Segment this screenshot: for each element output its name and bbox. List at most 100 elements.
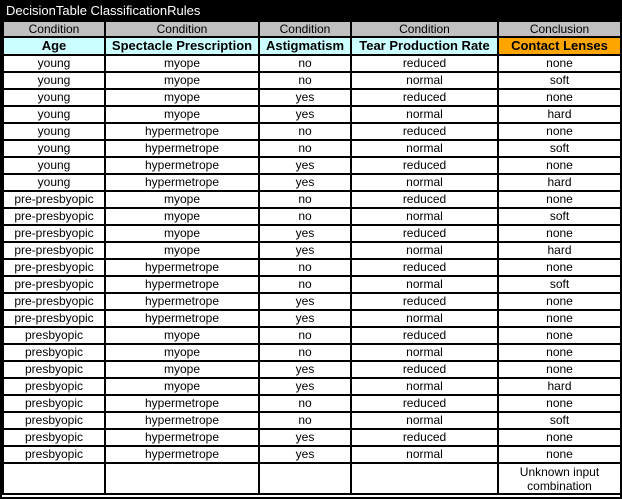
cell-spectacle-prescription: myope — [104, 71, 260, 90]
cell-age: pre-presbyopic — [2, 207, 106, 226]
cell-age: presbyopic — [2, 326, 106, 345]
footer-cell-tear-production-rate — [350, 462, 499, 495]
table-row: young myope yes reduced none — [2, 88, 620, 107]
cell-tear-production-rate: reduced — [350, 360, 499, 379]
type-header-2: Condition — [104, 20, 260, 38]
cell-tear-production-rate: reduced — [350, 224, 499, 243]
cell-tear-production-rate: normal — [350, 445, 499, 464]
cell-tear-production-rate: reduced — [350, 156, 499, 175]
cell-spectacle-prescription: hypermetrope — [104, 445, 260, 464]
cell-contact-lenses: hard — [497, 173, 620, 192]
cell-contact-lenses: none — [497, 190, 620, 209]
cell-tear-production-rate: normal — [350, 139, 499, 158]
cell-contact-lenses: hard — [497, 377, 620, 396]
footer-cell-age — [2, 462, 106, 495]
cell-contact-lenses: none — [497, 88, 620, 107]
table-row: pre-presbyopic hypermetrope no normal soft — [2, 275, 620, 294]
cell-contact-lenses: none — [497, 326, 620, 345]
cell-astigmatism: yes — [258, 292, 352, 311]
cell-contact-lenses: none — [497, 394, 620, 413]
cell-astigmatism: no — [258, 326, 352, 345]
cell-age: young — [2, 122, 106, 141]
cell-tear-production-rate: reduced — [350, 122, 499, 141]
cell-contact-lenses: none — [497, 122, 620, 141]
cell-age: young — [2, 88, 106, 107]
cell-contact-lenses: none — [497, 292, 620, 311]
cell-tear-production-rate: reduced — [350, 258, 499, 277]
cell-contact-lenses: soft — [497, 411, 620, 430]
cell-age: young — [2, 156, 106, 175]
cell-spectacle-prescription: myope — [104, 326, 260, 345]
cell-tear-production-rate: reduced — [350, 190, 499, 209]
cell-age: young — [2, 139, 106, 158]
cell-spectacle-prescription: hypermetrope — [104, 156, 260, 175]
cell-contact-lenses: soft — [497, 207, 620, 226]
cell-tear-production-rate: normal — [350, 71, 499, 90]
cell-age: pre-presbyopic — [2, 309, 106, 328]
table-row: presbyopic hypermetrope no reduced none — [2, 394, 620, 413]
cell-tear-production-rate: normal — [350, 207, 499, 226]
cell-tear-production-rate: normal — [350, 377, 499, 396]
cell-astigmatism: yes — [258, 377, 352, 396]
table-row: pre-presbyopic hypermetrope yes normal none — [2, 309, 620, 328]
cell-astigmatism: no — [258, 411, 352, 430]
cell-age: presbyopic — [2, 428, 106, 447]
table-row: presbyopic hypermetrope no normal soft — [2, 411, 620, 430]
cell-astigmatism: yes — [258, 88, 352, 107]
cell-astigmatism: yes — [258, 428, 352, 447]
cell-astigmatism: no — [258, 207, 352, 226]
table-row: presbyopic myope yes reduced none — [2, 360, 620, 379]
page-title: DecisionTable ClassificationRules — [2, 2, 620, 20]
cell-spectacle-prescription: myope — [104, 54, 260, 73]
cell-astigmatism: no — [258, 54, 352, 73]
cell-spectacle-prescription: hypermetrope — [104, 258, 260, 277]
table-row: young hypermetrope no reduced none — [2, 122, 620, 141]
footer-cell-astigmatism — [258, 462, 352, 495]
cell-spectacle-prescription: hypermetrope — [104, 309, 260, 328]
table-row: pre-presbyopic myope no reduced none — [2, 190, 620, 209]
cell-contact-lenses: soft — [497, 275, 620, 294]
type-header-3: Condition — [258, 20, 352, 38]
cell-tear-production-rate: reduced — [350, 88, 499, 107]
table-row: presbyopic hypermetrope yes normal none — [2, 445, 620, 464]
table-row: pre-presbyopic hypermetrope yes reduced none — [2, 292, 620, 311]
type-header-conclusion: Conclusion — [497, 20, 620, 38]
cell-contact-lenses: none — [497, 428, 620, 447]
cell-astigmatism: yes — [258, 173, 352, 192]
cell-astigmatism: yes — [258, 224, 352, 243]
cell-tear-production-rate: reduced — [350, 326, 499, 345]
cell-age: pre-presbyopic — [2, 190, 106, 209]
column-header-astigmatism: Astigmatism — [258, 36, 352, 56]
cell-age: pre-presbyopic — [2, 258, 106, 277]
cell-age: presbyopic — [2, 343, 106, 362]
table-row: presbyopic hypermetrope yes reduced none — [2, 428, 620, 447]
cell-spectacle-prescription: hypermetrope — [104, 428, 260, 447]
cell-contact-lenses: soft — [497, 139, 620, 158]
cell-age: presbyopic — [2, 394, 106, 413]
type-header-4: Condition — [350, 20, 499, 38]
cell-spectacle-prescription: myope — [104, 360, 260, 379]
footer-cell-spectacle-prescription — [104, 462, 260, 495]
cell-age: pre-presbyopic — [2, 241, 106, 260]
cell-spectacle-prescription: myope — [104, 343, 260, 362]
cell-spectacle-prescription: myope — [104, 105, 260, 124]
table-row: pre-presbyopic myope no normal soft — [2, 207, 620, 226]
cell-astigmatism: yes — [258, 309, 352, 328]
cell-age: young — [2, 71, 106, 90]
cell-contact-lenses: hard — [497, 105, 620, 124]
table-row: pre-presbyopic hypermetrope no reduced none — [2, 258, 620, 277]
column-header-tear-production-rate: Tear Production Rate — [350, 36, 499, 56]
footer-cell-unknown-combination: Unknown input combination — [497, 462, 620, 495]
cell-age: pre-presbyopic — [2, 224, 106, 243]
cell-spectacle-prescription: hypermetrope — [104, 394, 260, 413]
cell-astigmatism: yes — [258, 445, 352, 464]
cell-spectacle-prescription: hypermetrope — [104, 173, 260, 192]
table-row: young hypermetrope yes reduced none — [2, 156, 620, 175]
cell-age: pre-presbyopic — [2, 275, 106, 294]
cell-spectacle-prescription: hypermetrope — [104, 411, 260, 430]
cell-spectacle-prescription: hypermetrope — [104, 275, 260, 294]
cell-contact-lenses: none — [497, 343, 620, 362]
cell-astigmatism: no — [258, 122, 352, 141]
cell-spectacle-prescription: hypermetrope — [104, 122, 260, 141]
